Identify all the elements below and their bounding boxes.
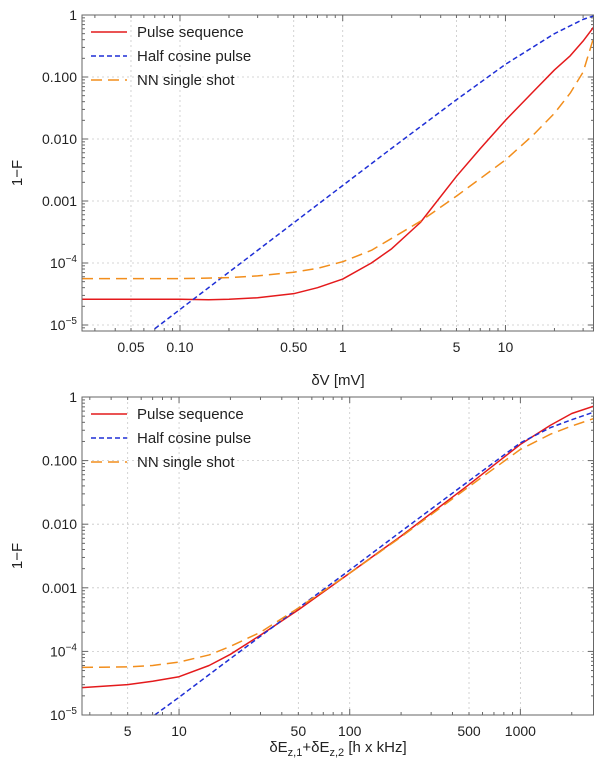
y-axis-label: 1−F	[9, 543, 26, 569]
series-line-1	[82, 405, 594, 689]
y-axis-label: 1−F	[9, 160, 26, 186]
legend-label: NN single shot	[137, 454, 235, 471]
y-tick-label: 10−5	[50, 316, 77, 333]
legend: Pulse sequence Half cosine pulse NN single…	[91, 24, 251, 89]
legend: Pulse sequence Half cosine pulse NN single…	[91, 406, 251, 471]
y-tick-label: 0.010	[42, 131, 77, 147]
x-tick-label: 0.50	[280, 339, 307, 355]
y-tick-label: 1	[69, 7, 77, 23]
legend-label: Half cosine pulse	[137, 430, 251, 447]
series-line-3	[82, 417, 594, 669]
legend-label: Half cosine pulse	[137, 48, 251, 65]
x-tick-label: 50	[291, 723, 307, 739]
x-axis-label: δV [mV]	[311, 372, 364, 389]
x-tick-label: 10	[498, 339, 514, 355]
y-tick-label: 0.100	[42, 69, 77, 85]
x-tick-label: 100	[338, 723, 362, 739]
top-panel: 0.05 0.10 0.50 1 5 10 10−5 10−4 0.001 0.010 0.100 1…	[9, 7, 594, 389]
x-tick-label: 5	[124, 723, 132, 739]
legend-label: Pulse sequence	[137, 24, 244, 41]
y-tick-label: 0.001	[42, 580, 77, 596]
legend-label: NN single shot	[137, 72, 235, 89]
series-line-3	[82, 36, 594, 280]
bottom-panel: 5 10 50 100 500 1000 10−5 10−4 0.001 0.010 0.100 1 δ…	[9, 389, 594, 759]
x-tick-label: 500	[457, 723, 481, 739]
y-tick-label: 0.010	[42, 516, 77, 532]
y-tick-label: 1	[69, 389, 77, 405]
legend-label: Pulse sequence	[137, 406, 244, 423]
y-tick-label: 0.001	[42, 193, 77, 209]
series-line-1	[82, 26, 594, 301]
y-tick-label: 10−5	[50, 706, 77, 723]
x-axis-label: δEz,1+δEz,2 [h x kHz]	[269, 739, 406, 759]
x-tick-label: 10	[171, 723, 187, 739]
y-tick-label: 0.100	[42, 453, 77, 469]
y-tick-label: 10−4	[50, 254, 77, 271]
y-tick-label: 10−4	[50, 642, 77, 659]
x-tick-label: 0.05	[117, 339, 144, 355]
series-line-2	[154, 15, 594, 330]
series-line-2	[154, 411, 594, 715]
x-tick-label: 5	[453, 339, 461, 355]
x-tick-label: 1000	[505, 723, 536, 739]
x-tick-label: 0.10	[166, 339, 193, 355]
x-tick-label: 1	[339, 339, 347, 355]
